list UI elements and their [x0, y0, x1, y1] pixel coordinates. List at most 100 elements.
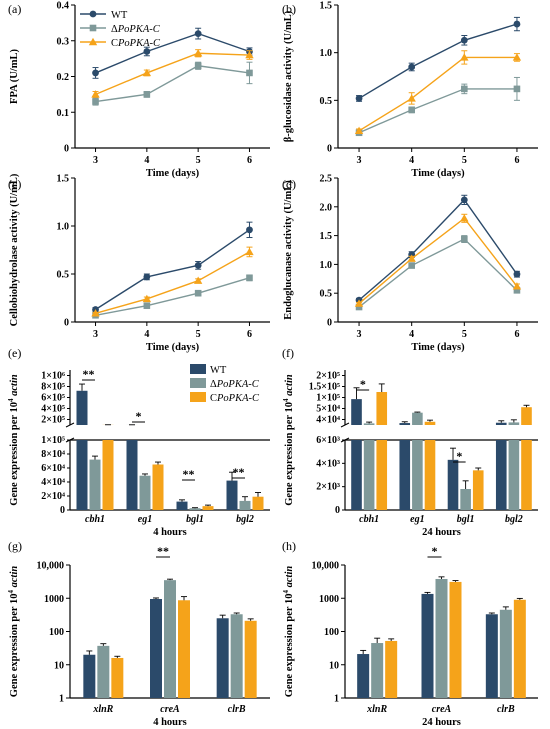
legend-label-wt: WT: [210, 365, 227, 376]
data-point-mut: [513, 85, 521, 93]
panel-g: (g) 1 10 100 1000 10,000 Gene expression per 1…: [7, 539, 270, 728]
data-point-mut: [194, 62, 202, 70]
y-tick-label: 100: [49, 627, 64, 638]
data-point-mut: [143, 91, 151, 98]
y-tick-label: 1×10⁶: [41, 371, 65, 382]
y-tick-label: 1000: [44, 594, 64, 605]
category-label: cbh1: [359, 514, 379, 525]
x-tick-label: 4: [144, 155, 149, 166]
data-point-mut: [461, 235, 468, 243]
x-tick-label: 5: [462, 155, 467, 166]
data-point-comp: [512, 282, 522, 290]
legends: WT ΔPoPKA-C CPoPKA-C WT ΔPoPKA-C CPoPKA-C: [80, 10, 260, 404]
bar-comp: [521, 440, 532, 510]
y-tick-label: 8×10⁴: [41, 449, 65, 460]
bar-wt: [216, 618, 229, 698]
significance-label: **: [233, 465, 245, 479]
legend-label-wt: WT: [111, 10, 128, 21]
series-line-wt: [95, 229, 250, 311]
significance-label: **: [183, 467, 195, 481]
series-line-comp: [358, 217, 518, 305]
bar-comp-upper: [521, 407, 532, 425]
bar-mut: [371, 643, 384, 698]
bar-wt: [150, 598, 162, 698]
y-axis-label: Gene expression per 104 actin: [7, 566, 20, 698]
x-tick-label: 6: [514, 155, 519, 166]
series-line-comp: [95, 52, 250, 96]
bar-mut: [164, 580, 176, 698]
x-tick-label: 6: [247, 329, 252, 340]
x-tick-label: 3: [93, 329, 98, 340]
category-label: eg1: [138, 514, 152, 525]
bar-comp: [472, 470, 484, 510]
data-point-comp: [193, 276, 203, 284]
y-tick-label: 2.0: [320, 202, 333, 213]
y-tick-label: 0.5: [57, 270, 70, 281]
data-point-comp: [407, 254, 416, 262]
data-point-comp: [245, 247, 254, 256]
bar-comp-upper: [424, 421, 436, 425]
y-axis-label: FPA (U/mL): [9, 49, 20, 104]
data-point-wt: [513, 20, 521, 28]
bar-comp-upper: [376, 392, 388, 425]
bar-wt-upper: [76, 390, 88, 425]
y-tick-label: 1.5: [320, 1, 333, 12]
data-point-mut: [92, 98, 99, 105]
bar-mut: [239, 500, 251, 510]
legend-marker-comp: [88, 37, 98, 46]
panel-label: (a): [8, 2, 21, 16]
bar-comp: [111, 657, 124, 698]
data-point-mut: [246, 69, 253, 77]
significance-label: **: [157, 544, 169, 558]
legend-swatch-wt: [190, 364, 206, 374]
bar-mut: [412, 440, 423, 510]
y-tick-label: 10: [329, 660, 339, 671]
bar-comp: [513, 599, 526, 698]
y-tick-label: 2×10⁵: [41, 415, 65, 426]
bar-comp: [244, 620, 257, 698]
legend-label-comp: CPoPKA-C: [210, 393, 260, 404]
legend-marker-mut: [89, 24, 97, 32]
y-tick-label: 0.3: [57, 36, 70, 47]
data-point-comp: [512, 53, 522, 61]
data-point-comp: [354, 126, 364, 135]
y-axis-label: Endoglucanase activity (U/mL): [283, 180, 294, 320]
data-point-comp: [354, 299, 364, 307]
significance-label: *: [432, 544, 438, 558]
x-tick-label: 6: [514, 329, 519, 340]
y-tick-label: 4×10⁵: [41, 404, 65, 415]
data-point-mut: [194, 289, 202, 297]
category-label: clrB: [228, 704, 246, 715]
subtitle: 4 hours: [153, 527, 187, 538]
bar-wt: [226, 480, 238, 510]
y-tick-label: 0.5: [320, 289, 333, 300]
bar-wt-upper: [399, 423, 411, 425]
legend-swatch-comp: [190, 392, 206, 402]
y-tick-label: 1: [59, 694, 64, 705]
bar-wt-upper: [351, 399, 362, 425]
y-tick-label: 0.4: [57, 1, 70, 12]
axis-break: [340, 422, 350, 428]
bar-mut: [460, 489, 471, 510]
series-line-wt: [95, 32, 250, 74]
x-tick-label: 5: [196, 155, 201, 166]
axis-break: [65, 422, 75, 428]
bar-mut: [230, 614, 243, 698]
bar-mut: [189, 508, 201, 510]
bar-wt: [447, 459, 459, 510]
bar-wt: [76, 440, 88, 510]
y-tick-label: 2×10⁵: [316, 371, 340, 382]
x-tick-label: 6: [247, 155, 252, 166]
bar-comp: [152, 464, 164, 510]
x-axis-label: Time (days): [146, 342, 200, 353]
y-tick-label: 1×10⁵: [41, 435, 65, 446]
data-point-mut: [408, 106, 415, 114]
x-tick-label: 5: [462, 329, 467, 340]
x-axis-label: Time (days): [146, 168, 200, 179]
bar-comp: [449, 581, 462, 698]
bar-wt: [176, 501, 188, 510]
y-tick-label: 0: [327, 144, 332, 155]
legend-label-comp: CPoPKA-C: [111, 38, 161, 49]
data-point-comp: [91, 90, 100, 98]
